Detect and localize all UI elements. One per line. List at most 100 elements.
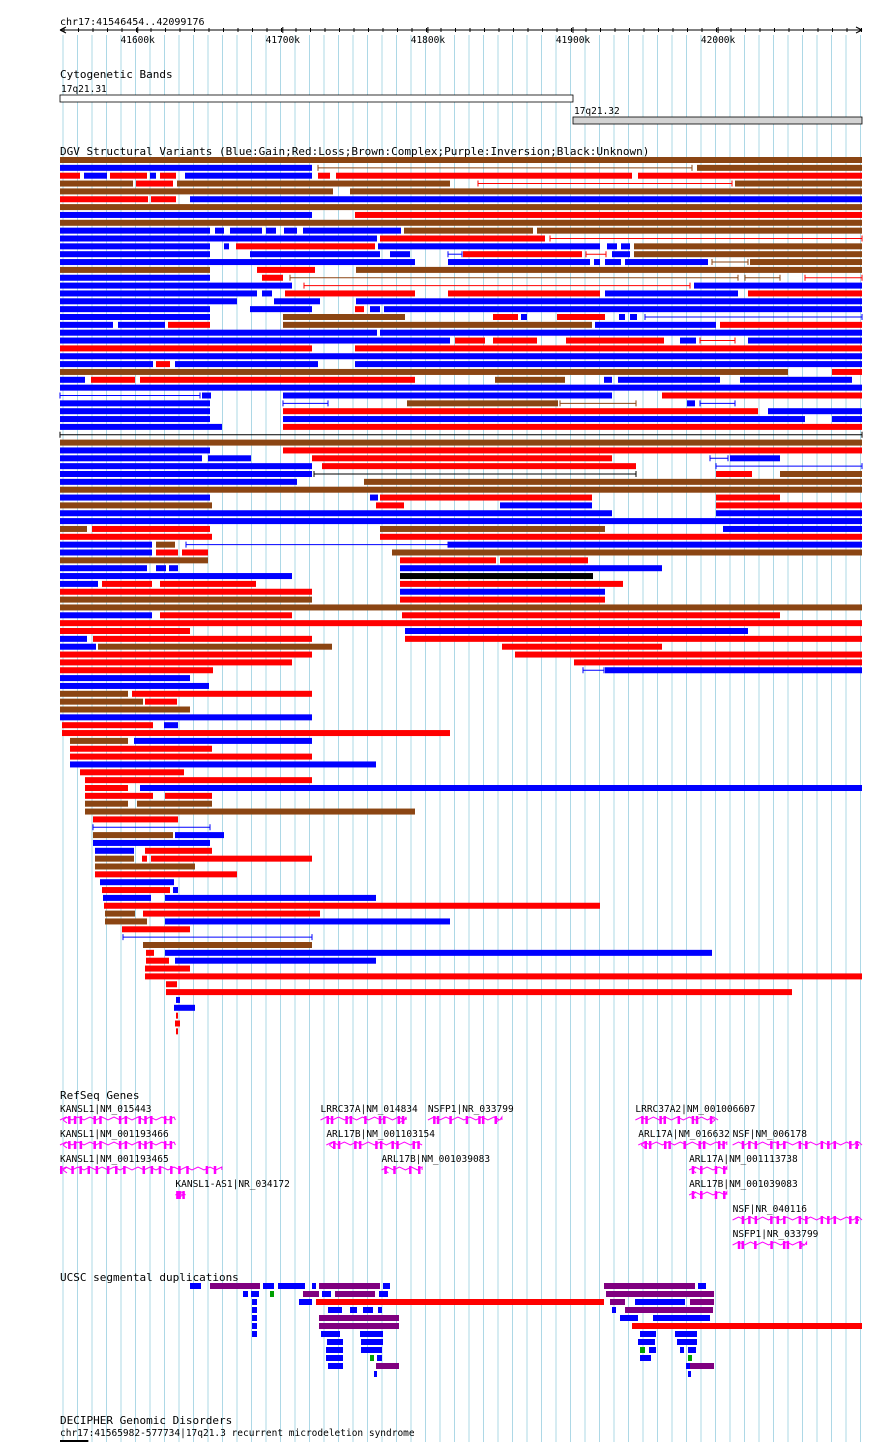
dgv-variant[interactable] bbox=[202, 392, 211, 399]
dgv-variant[interactable] bbox=[634, 251, 862, 258]
dgv-variant[interactable] bbox=[493, 337, 537, 344]
dgv-variant[interactable] bbox=[355, 211, 862, 218]
gene-exon[interactable] bbox=[349, 1116, 353, 1124]
dgv-variant[interactable] bbox=[378, 243, 600, 250]
dgv-variant[interactable] bbox=[594, 259, 600, 266]
dgv-variant[interactable] bbox=[60, 157, 862, 163]
dgv-variant[interactable] bbox=[102, 887, 170, 894]
gene-exon[interactable] bbox=[783, 1216, 786, 1224]
gene-exon[interactable] bbox=[95, 1166, 99, 1174]
dgv-variant[interactable] bbox=[694, 282, 862, 289]
dgv-variant[interactable] bbox=[60, 518, 862, 525]
gene-exon[interactable] bbox=[178, 1166, 181, 1174]
gene-exon[interactable] bbox=[668, 1141, 671, 1149]
gene-exon[interactable] bbox=[138, 1116, 141, 1124]
segmental-duplication[interactable] bbox=[680, 1347, 684, 1353]
dgv-variant[interactable] bbox=[521, 314, 527, 320]
dgv-variant[interactable] bbox=[735, 180, 862, 187]
dgv-variant[interactable] bbox=[60, 204, 862, 211]
gene-intron[interactable] bbox=[320, 1116, 407, 1121]
dgv-variant[interactable] bbox=[208, 455, 251, 462]
dgv-variant[interactable] bbox=[60, 478, 297, 485]
dgv-variant[interactable] bbox=[392, 549, 862, 556]
dgv-variant[interactable] bbox=[110, 172, 147, 179]
gene-intron[interactable] bbox=[59, 1166, 223, 1171]
dgv-variant[interactable] bbox=[182, 549, 208, 556]
dgv-variant[interactable] bbox=[495, 376, 565, 383]
dgv-variant[interactable] bbox=[60, 259, 415, 266]
dgv-variant[interactable] bbox=[60, 698, 143, 705]
dgv-variant[interactable] bbox=[60, 243, 210, 250]
dgv-variant[interactable] bbox=[160, 172, 176, 179]
gene-exon[interactable] bbox=[68, 1141, 71, 1149]
dgv-variant[interactable] bbox=[176, 1012, 178, 1019]
gene-exon[interactable] bbox=[79, 1166, 82, 1174]
dgv-variant[interactable] bbox=[60, 314, 210, 320]
gene-exon[interactable] bbox=[702, 1141, 706, 1149]
segmental-duplication[interactable] bbox=[316, 1299, 604, 1305]
gene-intron[interactable] bbox=[635, 1116, 719, 1121]
gene-exon[interactable] bbox=[169, 1141, 173, 1149]
dgv-variant[interactable] bbox=[175, 832, 224, 839]
dgv-variant[interactable] bbox=[60, 675, 190, 682]
dgv-variant[interactable] bbox=[250, 306, 312, 313]
gene-exon[interactable] bbox=[770, 1241, 773, 1249]
dgv-variant[interactable] bbox=[662, 392, 862, 399]
dgv-variant[interactable] bbox=[85, 792, 153, 799]
gene-exon[interactable] bbox=[115, 1166, 118, 1174]
dgv-variant[interactable] bbox=[400, 573, 593, 580]
dgv-variant[interactable] bbox=[60, 525, 87, 532]
dgv-variant[interactable] bbox=[80, 769, 184, 776]
dgv-variant[interactable] bbox=[376, 502, 404, 509]
dgv-variant[interactable] bbox=[60, 714, 312, 721]
gene-exon[interactable] bbox=[337, 1141, 341, 1149]
dgv-variant[interactable] bbox=[165, 894, 376, 901]
dgv-variant[interactable] bbox=[146, 957, 169, 964]
segmental-duplication[interactable] bbox=[299, 1299, 312, 1305]
dgv-variant[interactable] bbox=[680, 337, 696, 344]
dgv-variant[interactable] bbox=[60, 447, 210, 454]
gene-exon[interactable] bbox=[855, 1216, 859, 1224]
dgv-variant[interactable] bbox=[132, 690, 312, 697]
dgv-variant[interactable] bbox=[638, 172, 862, 179]
dgv-variant[interactable] bbox=[355, 306, 364, 313]
dgv-variant[interactable] bbox=[140, 376, 415, 383]
dgv-variant[interactable] bbox=[151, 196, 176, 203]
dgv-variant[interactable] bbox=[93, 816, 178, 823]
dgv-variant[interactable] bbox=[356, 298, 862, 305]
gene-exon[interactable] bbox=[150, 1141, 153, 1149]
dgv-variant[interactable] bbox=[619, 314, 625, 320]
gene-exon[interactable] bbox=[698, 1141, 701, 1149]
gene-intron[interactable] bbox=[381, 1166, 423, 1171]
segmental-duplication[interactable] bbox=[378, 1307, 382, 1313]
gene-exon[interactable] bbox=[384, 1166, 387, 1174]
dgv-variant[interactable] bbox=[60, 659, 292, 666]
gene-exon[interactable] bbox=[754, 1241, 757, 1249]
dgv-variant[interactable] bbox=[137, 800, 212, 807]
dgv-variant[interactable] bbox=[283, 408, 758, 415]
dgv-variant[interactable] bbox=[60, 266, 210, 273]
gene-exon[interactable] bbox=[391, 1141, 394, 1149]
dgv-variant[interactable] bbox=[60, 651, 312, 658]
gene-exon[interactable] bbox=[205, 1166, 209, 1174]
dgv-variant[interactable] bbox=[574, 659, 862, 666]
gene-exon[interactable] bbox=[770, 1216, 773, 1224]
gene-exon[interactable] bbox=[396, 1141, 399, 1149]
dgv-variant[interactable] bbox=[156, 565, 166, 572]
dgv-variant[interactable] bbox=[95, 855, 134, 862]
gene-exon[interactable] bbox=[393, 1166, 396, 1174]
gene-exon[interactable] bbox=[124, 1141, 128, 1149]
dgv-variant[interactable] bbox=[515, 651, 862, 658]
gene-exon[interactable] bbox=[645, 1116, 648, 1124]
dgv-variant[interactable] bbox=[60, 588, 312, 595]
gene-exon[interactable] bbox=[144, 1141, 147, 1149]
dgv-variant[interactable] bbox=[60, 274, 210, 281]
gene-exon[interactable] bbox=[330, 1116, 334, 1124]
gene-exon[interactable] bbox=[833, 1216, 837, 1224]
gene-exon[interactable] bbox=[700, 1166, 703, 1174]
dgv-variant[interactable] bbox=[716, 510, 862, 517]
dgv-variant[interactable] bbox=[60, 345, 312, 352]
dgv-variant[interactable] bbox=[95, 871, 237, 878]
segmental-duplication[interactable] bbox=[322, 1291, 331, 1297]
dgv-variant[interactable] bbox=[156, 541, 175, 548]
